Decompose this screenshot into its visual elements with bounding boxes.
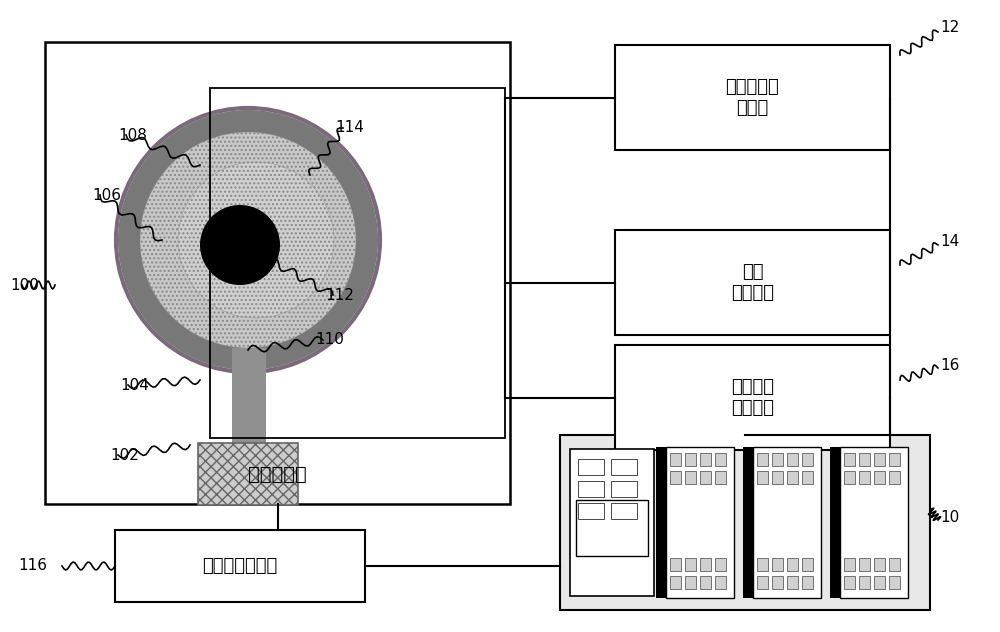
Bar [670, 558, 681, 571]
Bar [685, 558, 696, 571]
Bar [715, 471, 726, 484]
Bar [787, 558, 798, 571]
Text: 110: 110 [315, 332, 344, 348]
Bar [844, 471, 855, 484]
Bar [859, 471, 870, 484]
Bar [844, 453, 855, 466]
Text: 16: 16 [940, 358, 959, 372]
Bar [874, 453, 885, 466]
Bar [615, 345, 890, 450]
Bar [859, 453, 870, 466]
Circle shape [140, 132, 356, 348]
Bar [874, 558, 885, 571]
Bar [889, 453, 900, 466]
Bar [715, 558, 726, 571]
Circle shape [200, 205, 280, 285]
Bar [772, 471, 783, 484]
Text: 偏心压力机: 偏心压力机 [248, 465, 307, 483]
Text: 102: 102 [110, 447, 139, 463]
Text: 12: 12 [940, 20, 959, 35]
Text: 位置监测
偏心套筒: 位置监测 偏心套筒 [731, 378, 774, 417]
Text: 108: 108 [118, 128, 147, 142]
Bar [576, 501, 648, 556]
Circle shape [118, 110, 378, 370]
Bar [772, 576, 783, 589]
Bar [757, 453, 768, 466]
Bar [700, 558, 711, 571]
Bar [578, 481, 604, 497]
Text: 112: 112 [325, 288, 354, 303]
Bar [700, 471, 711, 484]
Bar [787, 453, 798, 466]
Text: 100: 100 [10, 277, 39, 293]
Text: 104: 104 [120, 377, 149, 392]
Bar [666, 447, 734, 598]
Bar [670, 453, 681, 466]
Bar [830, 447, 840, 598]
Bar [753, 447, 821, 598]
Bar [757, 471, 768, 484]
Text: 10: 10 [940, 511, 959, 525]
Text: 旋转编码器
偏心轴: 旋转编码器 偏心轴 [726, 78, 779, 117]
Bar [715, 576, 726, 589]
Bar [656, 447, 666, 598]
Text: 106: 106 [92, 188, 121, 202]
Bar [757, 576, 768, 589]
Bar [743, 447, 753, 598]
Bar [844, 558, 855, 571]
Bar [570, 449, 654, 596]
Bar [772, 453, 783, 466]
Bar [840, 447, 908, 598]
Bar [670, 576, 681, 589]
Bar [578, 503, 604, 519]
Bar [210, 88, 505, 438]
Bar [859, 558, 870, 571]
Text: 114: 114 [335, 121, 364, 135]
Bar [685, 453, 696, 466]
Bar [874, 471, 885, 484]
Bar [787, 576, 798, 589]
Bar [670, 471, 681, 484]
Bar [232, 348, 266, 443]
Bar [578, 459, 604, 475]
Bar [115, 530, 365, 602]
Text: 监测
偏心分离: 监测 偏心分离 [731, 263, 774, 302]
Bar [611, 481, 637, 497]
Bar [715, 453, 726, 466]
Bar [700, 453, 711, 466]
Bar [560, 435, 930, 610]
Bar [757, 558, 768, 571]
Bar [615, 45, 890, 150]
Bar [685, 576, 696, 589]
Bar [802, 453, 813, 466]
Text: 14: 14 [940, 234, 959, 250]
Bar [198, 443, 298, 505]
Bar [772, 558, 783, 571]
Bar [685, 471, 696, 484]
Bar [889, 471, 900, 484]
Bar [802, 558, 813, 571]
Bar [889, 558, 900, 571]
Bar [889, 576, 900, 589]
Bar [802, 576, 813, 589]
Text: 压力机控制装置: 压力机控制装置 [202, 557, 278, 575]
Text: 116: 116 [18, 559, 47, 573]
Bar [615, 230, 890, 335]
Bar [874, 576, 885, 589]
Bar [700, 576, 711, 589]
Bar [802, 471, 813, 484]
Bar [787, 471, 798, 484]
Bar [859, 576, 870, 589]
Circle shape [178, 162, 334, 318]
Bar [844, 576, 855, 589]
Bar [45, 42, 510, 504]
Bar [611, 459, 637, 475]
Bar [611, 503, 637, 519]
